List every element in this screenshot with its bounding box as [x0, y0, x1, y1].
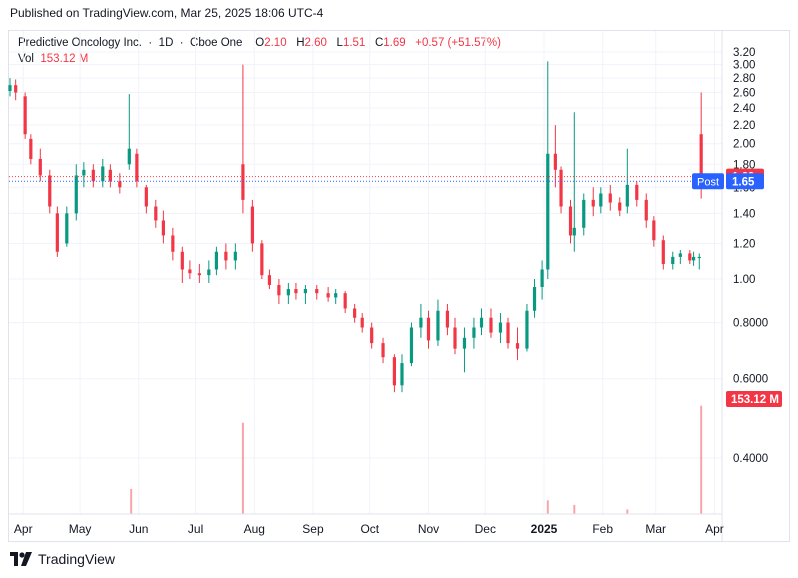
legend-l-value: 1.51	[342, 37, 366, 49]
tradingview-wordmark: TradingView	[38, 551, 116, 567]
legend-change: +0.57 (+51.57%)	[415, 37, 501, 49]
published-caption: Published on TradingView.com, Mar 25, 20…	[10, 6, 324, 20]
tradingview-logo[interactable]: TradingView	[10, 551, 115, 567]
legend-c-value: 1.69	[383, 37, 406, 49]
chart-frame	[8, 30, 790, 542]
legend-c-label: C	[374, 37, 384, 49]
tradingview-icon	[10, 552, 32, 566]
legend-symbol[interactable]: Predictive Oncology Inc.	[18, 37, 143, 49]
legend-vol-label: Vol	[18, 53, 34, 65]
legend-sep: ·	[148, 37, 153, 49]
chart-legend: Predictive Oncology Inc. · 1D · Cboe One…	[18, 35, 501, 67]
legend-interval: 1D	[158, 37, 174, 49]
legend-l-label: L	[336, 37, 343, 49]
legend-h-label: H	[296, 37, 305, 49]
legend-ohlc-row: Predictive Oncology Inc. · 1D · Cboe One…	[18, 35, 501, 51]
legend-h-value: 2.60	[304, 37, 327, 49]
legend-o-value: 2.10	[264, 37, 287, 49]
legend-o-label: O	[255, 37, 265, 49]
legend-vol-value: 153.12 M	[40, 53, 89, 65]
legend-volume-row: Vol 153.12 M	[18, 51, 501, 67]
legend-sep: ·	[179, 37, 184, 49]
legend-exchange: Cboe One	[190, 37, 243, 49]
